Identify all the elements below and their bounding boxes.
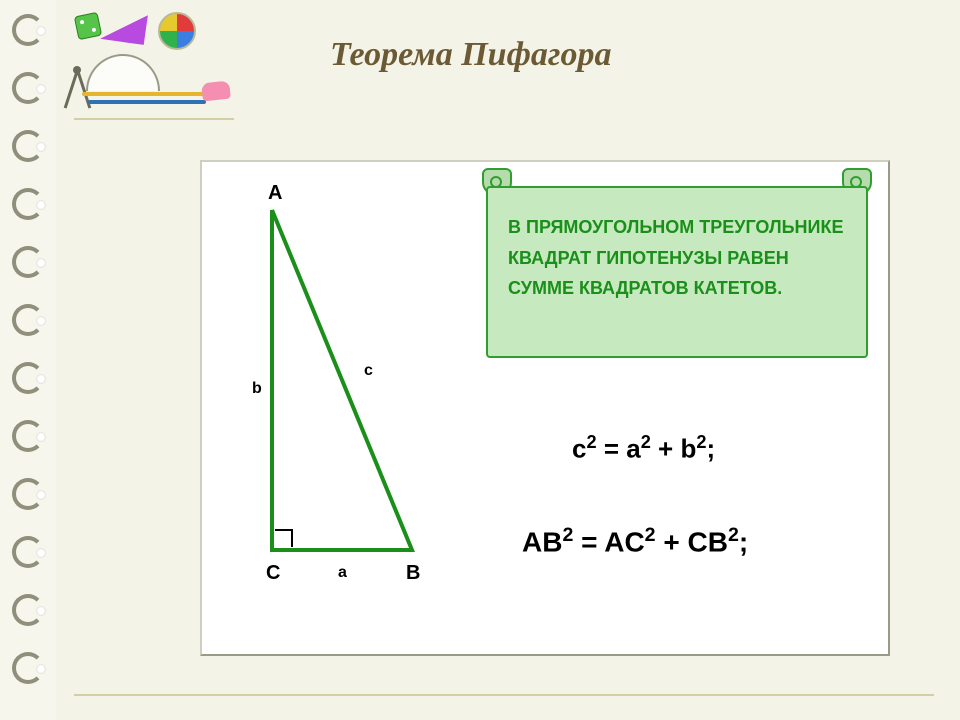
theorem-text: В ПРЯМОУГОЛЬНОМ ТРЕУГОЛЬНИКЕ КВАДРАТ ГИП… xyxy=(486,186,868,358)
side-label-c: c xyxy=(364,362,373,380)
pie-chart-icon xyxy=(158,12,196,50)
set-square-icon xyxy=(100,9,148,45)
spiral-binding xyxy=(0,0,56,720)
dice-icon xyxy=(74,12,102,40)
binding-ring xyxy=(12,130,44,162)
binding-ring xyxy=(12,246,44,278)
binding-ring xyxy=(12,72,44,104)
side-label-a: a xyxy=(338,564,347,582)
binding-ring xyxy=(12,188,44,220)
binding-ring xyxy=(12,536,44,568)
pencils-icon xyxy=(82,92,212,100)
right-angle-marker xyxy=(275,529,293,547)
page-rule xyxy=(74,694,934,696)
binding-ring xyxy=(12,652,44,684)
theorem-scroll: В ПРЯМОУГОЛЬНОМ ТРЕУГОЛЬНИКЕ КВАДРАТ ГИП… xyxy=(482,168,872,358)
triangle-svg xyxy=(232,190,472,620)
binding-ring xyxy=(12,304,44,336)
formula-pythagoras-2: AB2 = AC2 + CB2; xyxy=(522,524,748,558)
vertex-label-b: B xyxy=(406,562,420,585)
slide-title: Теорема Пифагора xyxy=(330,36,611,74)
binding-ring xyxy=(12,362,44,394)
binding-ring xyxy=(12,14,44,46)
content-card: A B C a b c В ПРЯМОУГОЛЬНОМ ТРЕУГОЛЬНИКЕ… xyxy=(200,160,890,656)
vertex-label-c: C xyxy=(266,562,280,585)
triangle-diagram: A B C a b c xyxy=(232,190,472,620)
binding-ring xyxy=(12,420,44,452)
binding-ring xyxy=(12,478,44,510)
eraser-icon xyxy=(201,81,231,102)
slide-page: Теорема Пифагора A B C a b c В ПРЯМОУГОЛ… xyxy=(0,0,960,720)
binding-ring xyxy=(12,594,44,626)
protractor-icon xyxy=(86,54,160,91)
formula-pythagoras-1: c2 = a2 + b2; xyxy=(572,432,715,465)
vertex-label-a: A xyxy=(268,182,282,205)
math-tools-clipart xyxy=(74,8,234,120)
side-label-b: b xyxy=(252,380,262,398)
